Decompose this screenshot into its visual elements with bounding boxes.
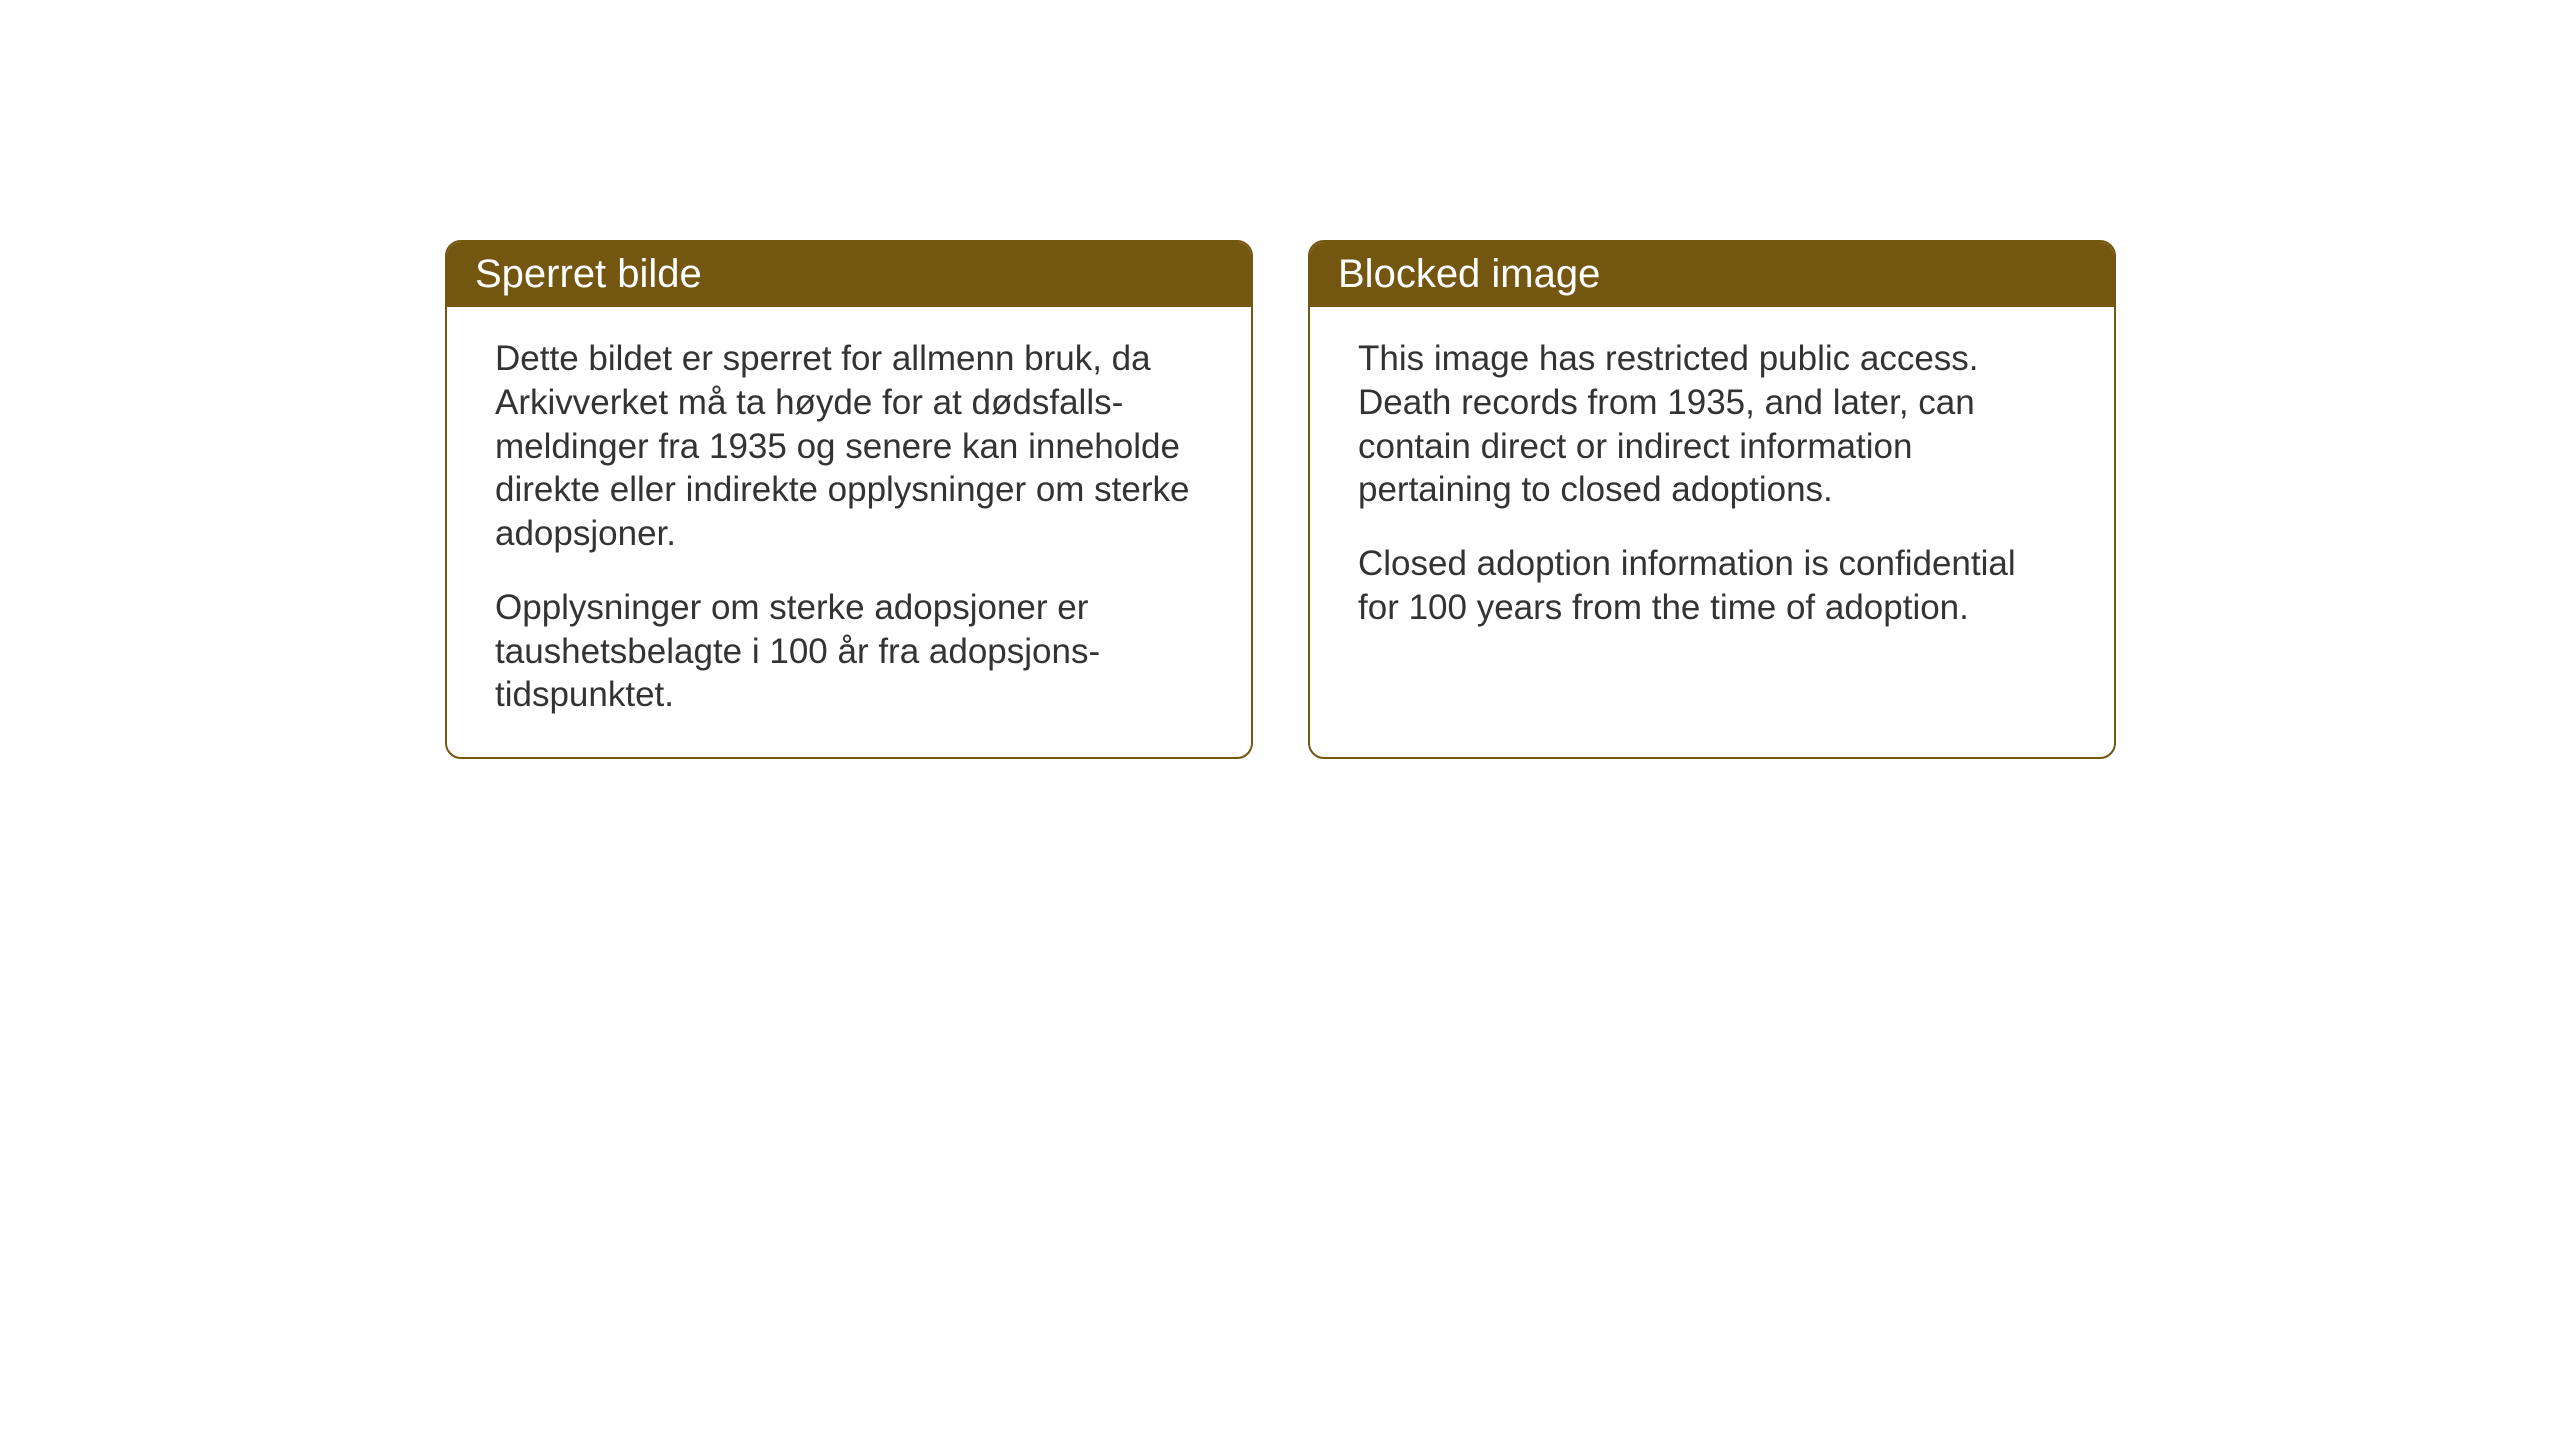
card-header-english: Blocked image <box>1310 242 2114 307</box>
card-paragraph-english-1: This image has restricted public access.… <box>1358 337 2066 512</box>
card-title-norwegian: Sperret bilde <box>475 252 702 296</box>
notice-cards-container: Sperret bilde Dette bildet er sperret fo… <box>445 240 2116 759</box>
notice-card-norwegian: Sperret bilde Dette bildet er sperret fo… <box>445 240 1253 759</box>
card-paragraph-norwegian-2: Opplysninger om sterke adopsjoner er tau… <box>495 586 1203 717</box>
card-header-norwegian: Sperret bilde <box>447 242 1251 307</box>
notice-card-english: Blocked image This image has restricted … <box>1308 240 2116 759</box>
card-body-norwegian: Dette bildet er sperret for allmenn bruk… <box>447 307 1251 757</box>
card-body-english: This image has restricted public access.… <box>1310 307 2114 747</box>
card-title-english: Blocked image <box>1338 252 1600 296</box>
card-paragraph-norwegian-1: Dette bildet er sperret for allmenn bruk… <box>495 337 1203 556</box>
card-paragraph-english-2: Closed adoption information is confident… <box>1358 542 2066 630</box>
